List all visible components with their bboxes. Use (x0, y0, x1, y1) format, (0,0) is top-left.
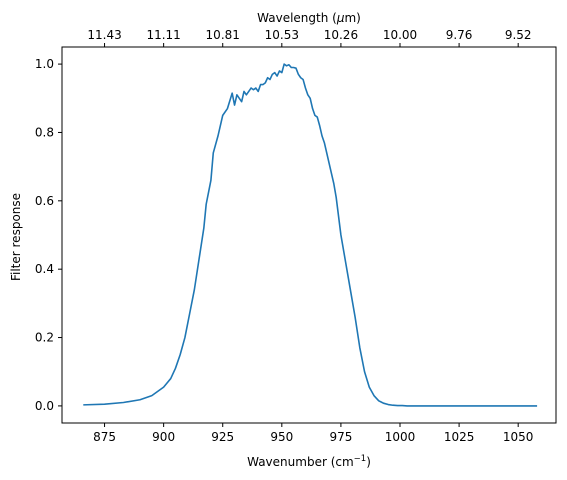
top-axis-label: Wavelength (μm) (257, 11, 361, 25)
x-tick-label: 950 (270, 430, 293, 444)
top-tick-label: 10.53 (265, 28, 299, 42)
x-axis-label: Wavenumber (cm−1) (247, 454, 371, 469)
x-tick-label: 875 (93, 430, 116, 444)
y-tick-label: 0.6 (35, 194, 54, 208)
y-tick-label: 0.0 (35, 399, 54, 413)
left-axis-ticks: 0.0 0.2 0.4 0.6 0.8 1.0 (35, 57, 62, 413)
top-axis-ticks: 11.43 11.11 10.81 10.53 10.26 10.00 9.76 9.52 (87, 28, 532, 47)
y-axis-label: Filter response (9, 193, 23, 281)
bottom-axis-ticks: 875 900 925 950 975 1000 1025 1050 (93, 423, 533, 444)
x-tick-label: 1050 (503, 430, 534, 444)
plot-layer (83, 63, 538, 407)
top-tick-label: 11.11 (146, 28, 180, 42)
top-tick-label: 11.43 (87, 28, 121, 42)
top-tick-label: 10.81 (206, 28, 240, 42)
x-tick-label: 1000 (385, 430, 416, 444)
top-tick-label: 9.76 (446, 28, 473, 42)
series-line-0 (83, 63, 538, 407)
top-tick-label: 10.26 (324, 28, 358, 42)
y-tick-label: 0.2 (35, 331, 54, 345)
plot-frame (61, 46, 557, 424)
top-tick-label: 9.52 (505, 28, 532, 42)
top-tick-label: 10.00 (383, 28, 417, 42)
y-tick-label: 0.8 (35, 125, 54, 139)
y-tick-label: 0.4 (35, 262, 54, 276)
x-tick-label: 975 (329, 430, 352, 444)
x-tick-label: 1025 (444, 430, 475, 444)
y-tick-label: 1.0 (35, 57, 54, 71)
x-tick-label: 900 (152, 430, 175, 444)
x-tick-label: 925 (211, 430, 234, 444)
